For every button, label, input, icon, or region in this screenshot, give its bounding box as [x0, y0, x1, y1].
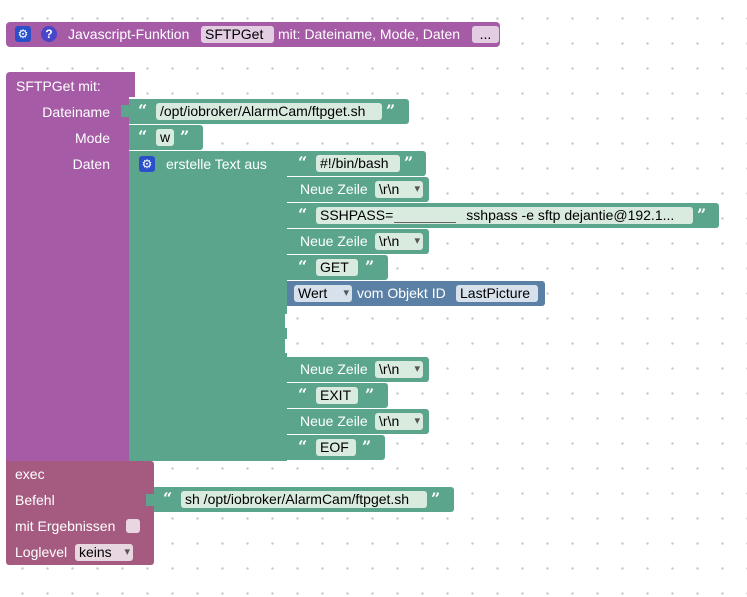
newline-dropdown[interactable]: \r\n — [375, 233, 423, 250]
gear-icon[interactable]: ⚙ — [15, 26, 31, 42]
quote-open-icon: “ — [298, 385, 308, 404]
quote-close-icon: ” — [386, 101, 396, 120]
shebang-field[interactable]: #!/bin/bash — [316, 155, 400, 172]
text-item-shebang[interactable]: “ #!/bin/bash ” — [287, 151, 426, 176]
newline-dropdown[interactable]: \r\n — [375, 413, 423, 430]
newline-item-3[interactable]: Neue Zeile \r\n — [287, 357, 429, 382]
function-params-label: mit: Dateiname, Mode, Daten — [278, 26, 461, 42]
call-block-top-strip — [129, 72, 135, 97]
newline-item-2[interactable]: Neue Zeile \r\n — [287, 229, 429, 254]
text-item-get[interactable]: “ GET ” — [287, 255, 388, 280]
exec-block[interactable]: exec Befehl mit Ergebnissen Loglevel kei… — [6, 461, 154, 565]
newline-dropdown[interactable]: \r\n — [375, 361, 423, 378]
exec-title: exec — [15, 466, 45, 482]
sshpass-prefix: SSHPASS= — [320, 207, 394, 223]
text-item-sshpass[interactable]: “ SSHPASS= sshpass -e sftp dejantie@192.1… — [287, 203, 719, 228]
function-prefix-label: Javascript-Funktion — [68, 26, 190, 42]
newline-label: Neue Zeile — [300, 233, 368, 249]
get-field[interactable]: GET — [316, 259, 358, 276]
param-label-mode: Mode — [74, 130, 110, 146]
function-name-field[interactable]: SFTPGet — [201, 26, 274, 43]
quote-open-icon: “ — [138, 101, 148, 120]
sshpass-field[interactable]: SSHPASS= sshpass -e sftp dejantie@192.1..… — [316, 207, 693, 224]
eof-field[interactable]: EOF — [316, 439, 356, 456]
sshpass-rest: sshpass -e sftp dejantie@192.1... — [466, 207, 675, 223]
quote-open-icon: “ — [298, 257, 308, 276]
quote-close-icon: ” — [362, 437, 372, 456]
text-item-exit[interactable]: “ EXIT ” — [287, 383, 388, 408]
loglevel-label: Loglevel — [15, 544, 68, 560]
exit-field[interactable]: EXIT — [316, 387, 358, 404]
object-id-field[interactable]: LastPicture — [456, 285, 538, 302]
text-block-dateiname[interactable]: “ /opt/iobroker/AlarmCam/ftpget.sh ” — [129, 99, 409, 124]
param-label-daten: Daten — [72, 156, 110, 172]
quote-close-icon: ” — [404, 153, 414, 172]
create-text-block[interactable]: ⚙ erstelle Text aus — [129, 151, 287, 461]
quote-close-icon: ” — [180, 127, 190, 146]
newline-dropdown[interactable]: \r\n — [375, 181, 423, 198]
quote-close-icon: ” — [697, 205, 707, 224]
newline-label: Neue Zeile — [300, 181, 368, 197]
create-text-label: erstelle Text aus — [166, 156, 267, 172]
quote-close-icon: ” — [365, 385, 375, 404]
redacted-password — [394, 209, 457, 223]
newline-item-4[interactable]: Neue Zeile \r\n — [287, 409, 429, 434]
call-title: SFTPGet mit: — [16, 78, 101, 94]
empty-slot-notch-1[interactable] — [285, 314, 294, 328]
results-checkbox[interactable] — [126, 519, 140, 533]
quote-open-icon: “ — [163, 489, 173, 508]
function-call-block[interactable]: SFTPGet mit: Dateiname Mode Daten — [6, 72, 129, 462]
quote-open-icon: “ — [298, 205, 308, 224]
value-block-text: vom Objekt ID — [357, 285, 446, 301]
loglevel-dropdown[interactable]: keins — [75, 544, 133, 561]
dateiname-value-field[interactable]: /opt/iobroker/AlarmCam/ftpget.sh — [156, 103, 382, 120]
newline-label: Neue Zeile — [300, 361, 368, 377]
quote-open-icon: “ — [138, 127, 148, 146]
text-item-eof[interactable]: “ EOF ” — [287, 435, 385, 460]
quote-close-icon: ” — [431, 489, 441, 508]
value-type-dropdown[interactable]: Wert — [294, 285, 352, 302]
befehl-label: Befehl — [15, 492, 55, 508]
text-block-mode[interactable]: “ w ” — [129, 125, 203, 150]
connector-notch — [121, 105, 129, 117]
text-block-befehl[interactable]: “ sh /opt/iobroker/AlarmCam/ftpget.sh ” — [154, 487, 454, 512]
mode-value-field[interactable]: w — [156, 129, 174, 146]
empty-slot-notch-2[interactable] — [285, 339, 294, 353]
exec-connector-notch — [146, 494, 154, 506]
gear-icon[interactable]: ⚙ — [139, 156, 155, 172]
quote-close-icon: ” — [365, 257, 375, 276]
more-params-button[interactable]: ... — [472, 26, 499, 43]
befehl-value-field[interactable]: sh /opt/iobroker/AlarmCam/ftpget.sh — [181, 491, 427, 508]
newline-label: Neue Zeile — [300, 413, 368, 429]
help-icon[interactable]: ? — [41, 26, 57, 42]
value-block[interactable]: Wert vom Objekt ID LastPicture — [287, 281, 545, 306]
param-label-dateiname: Dateiname — [42, 104, 110, 120]
results-label: mit Ergebnissen — [15, 518, 116, 534]
quote-open-icon: “ — [298, 437, 308, 456]
newline-item-1[interactable]: Neue Zeile \r\n — [287, 177, 429, 202]
function-definition-block[interactable]: ⚙ ? Javascript-Funktion SFTPGet mit: Dat… — [6, 22, 500, 47]
quote-open-icon: “ — [298, 153, 308, 172]
